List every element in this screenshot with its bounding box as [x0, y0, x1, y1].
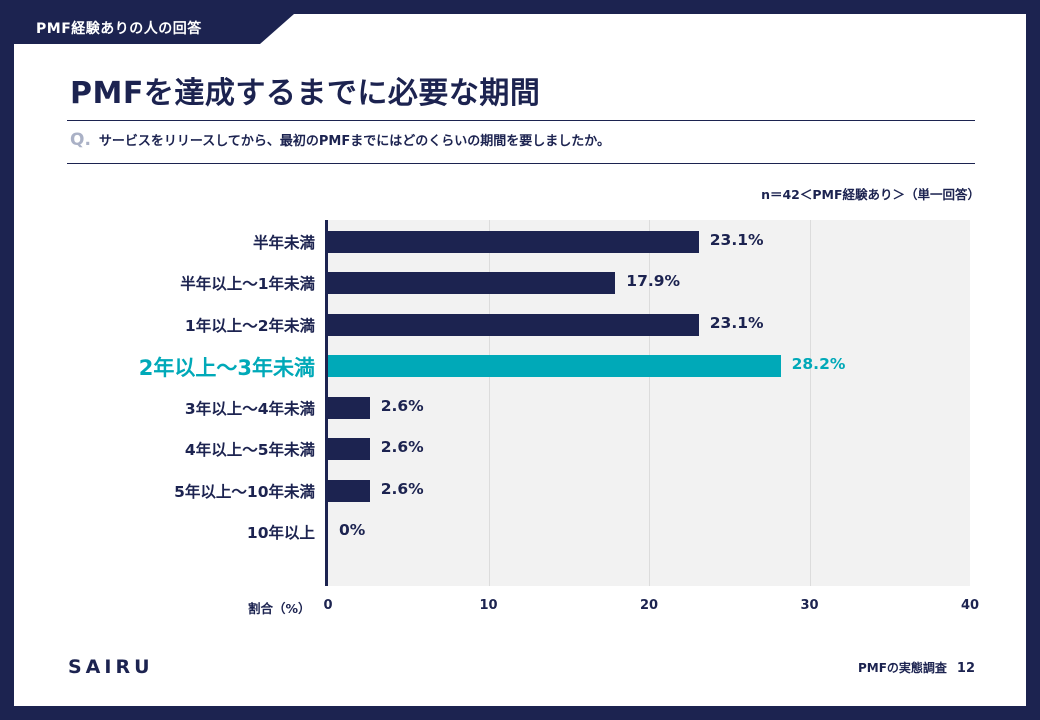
footer: PMFの実態調査 12 [858, 659, 975, 676]
category-label: 10年以上 [246, 524, 315, 543]
question-prefix: Q. [70, 130, 91, 150]
category-label: 5年以上〜10年未満 [174, 482, 315, 501]
value-label: 2.6% [380, 396, 424, 415]
bar [328, 230, 699, 253]
bar [328, 355, 781, 378]
value-label: 23.1% [709, 230, 764, 249]
gridline-30 [809, 220, 811, 586]
category-label: 1年以上〜2年未満 [184, 316, 315, 335]
page-title: PMFを達成するまでに必要な期間 [70, 76, 541, 111]
question-rule [67, 163, 975, 164]
question: Q. サービスをリリースしてから、最初のPMFまでにはどのくらいの期間を要しました… [70, 130, 610, 150]
bar [328, 272, 616, 295]
category-label: 半年以上〜1年未満 [180, 275, 315, 294]
report-name: PMFの実態調査 [857, 661, 947, 675]
gridline-10 [488, 220, 490, 586]
question-text: サービスをリリースしてから、最初のPMFまでにはどのくらいの期間を要しましたか。 [98, 134, 610, 149]
x-tick-label: 20 [639, 598, 659, 613]
bar [328, 313, 699, 336]
bar [328, 438, 370, 461]
x-tick-label: 10 [479, 598, 498, 613]
category-label: 3年以上〜4年未満 [184, 399, 315, 418]
x-tick-label: 30 [800, 598, 819, 613]
page-number: 12 [956, 661, 975, 676]
bar [328, 479, 370, 502]
slide-card: PMF経験ありの人の回答 PMFを達成するまでに必要な期間 Q. サービスをリリー… [14, 14, 1026, 706]
x-tick-label: 0 [323, 598, 333, 613]
category-label: 4年以上〜5年未満 [184, 441, 315, 460]
x-axis-label: 割合（%） [248, 601, 311, 616]
x-tick-label: 40 [960, 598, 980, 613]
value-label: 2.6% [380, 438, 424, 457]
value-label: 0% [339, 521, 366, 540]
category-label: 2年以上〜3年未満 [138, 356, 315, 381]
sample-note: n＝42＜PMF経験あり＞（単一回答） [761, 187, 980, 202]
value-label: 17.9% [626, 272, 681, 291]
value-label: 2.6% [380, 479, 424, 498]
y-axis-line [325, 220, 328, 586]
bar [328, 396, 370, 419]
gridline-20 [649, 220, 650, 586]
category-label: 半年未満 [252, 233, 315, 252]
sairu-logo: SAIRU [68, 656, 154, 678]
title-rule [67, 120, 975, 121]
value-label: 28.2% [791, 355, 846, 374]
value-label: 23.1% [709, 313, 764, 332]
section-tab: PMF経験ありの人の回答 [14, 14, 294, 44]
